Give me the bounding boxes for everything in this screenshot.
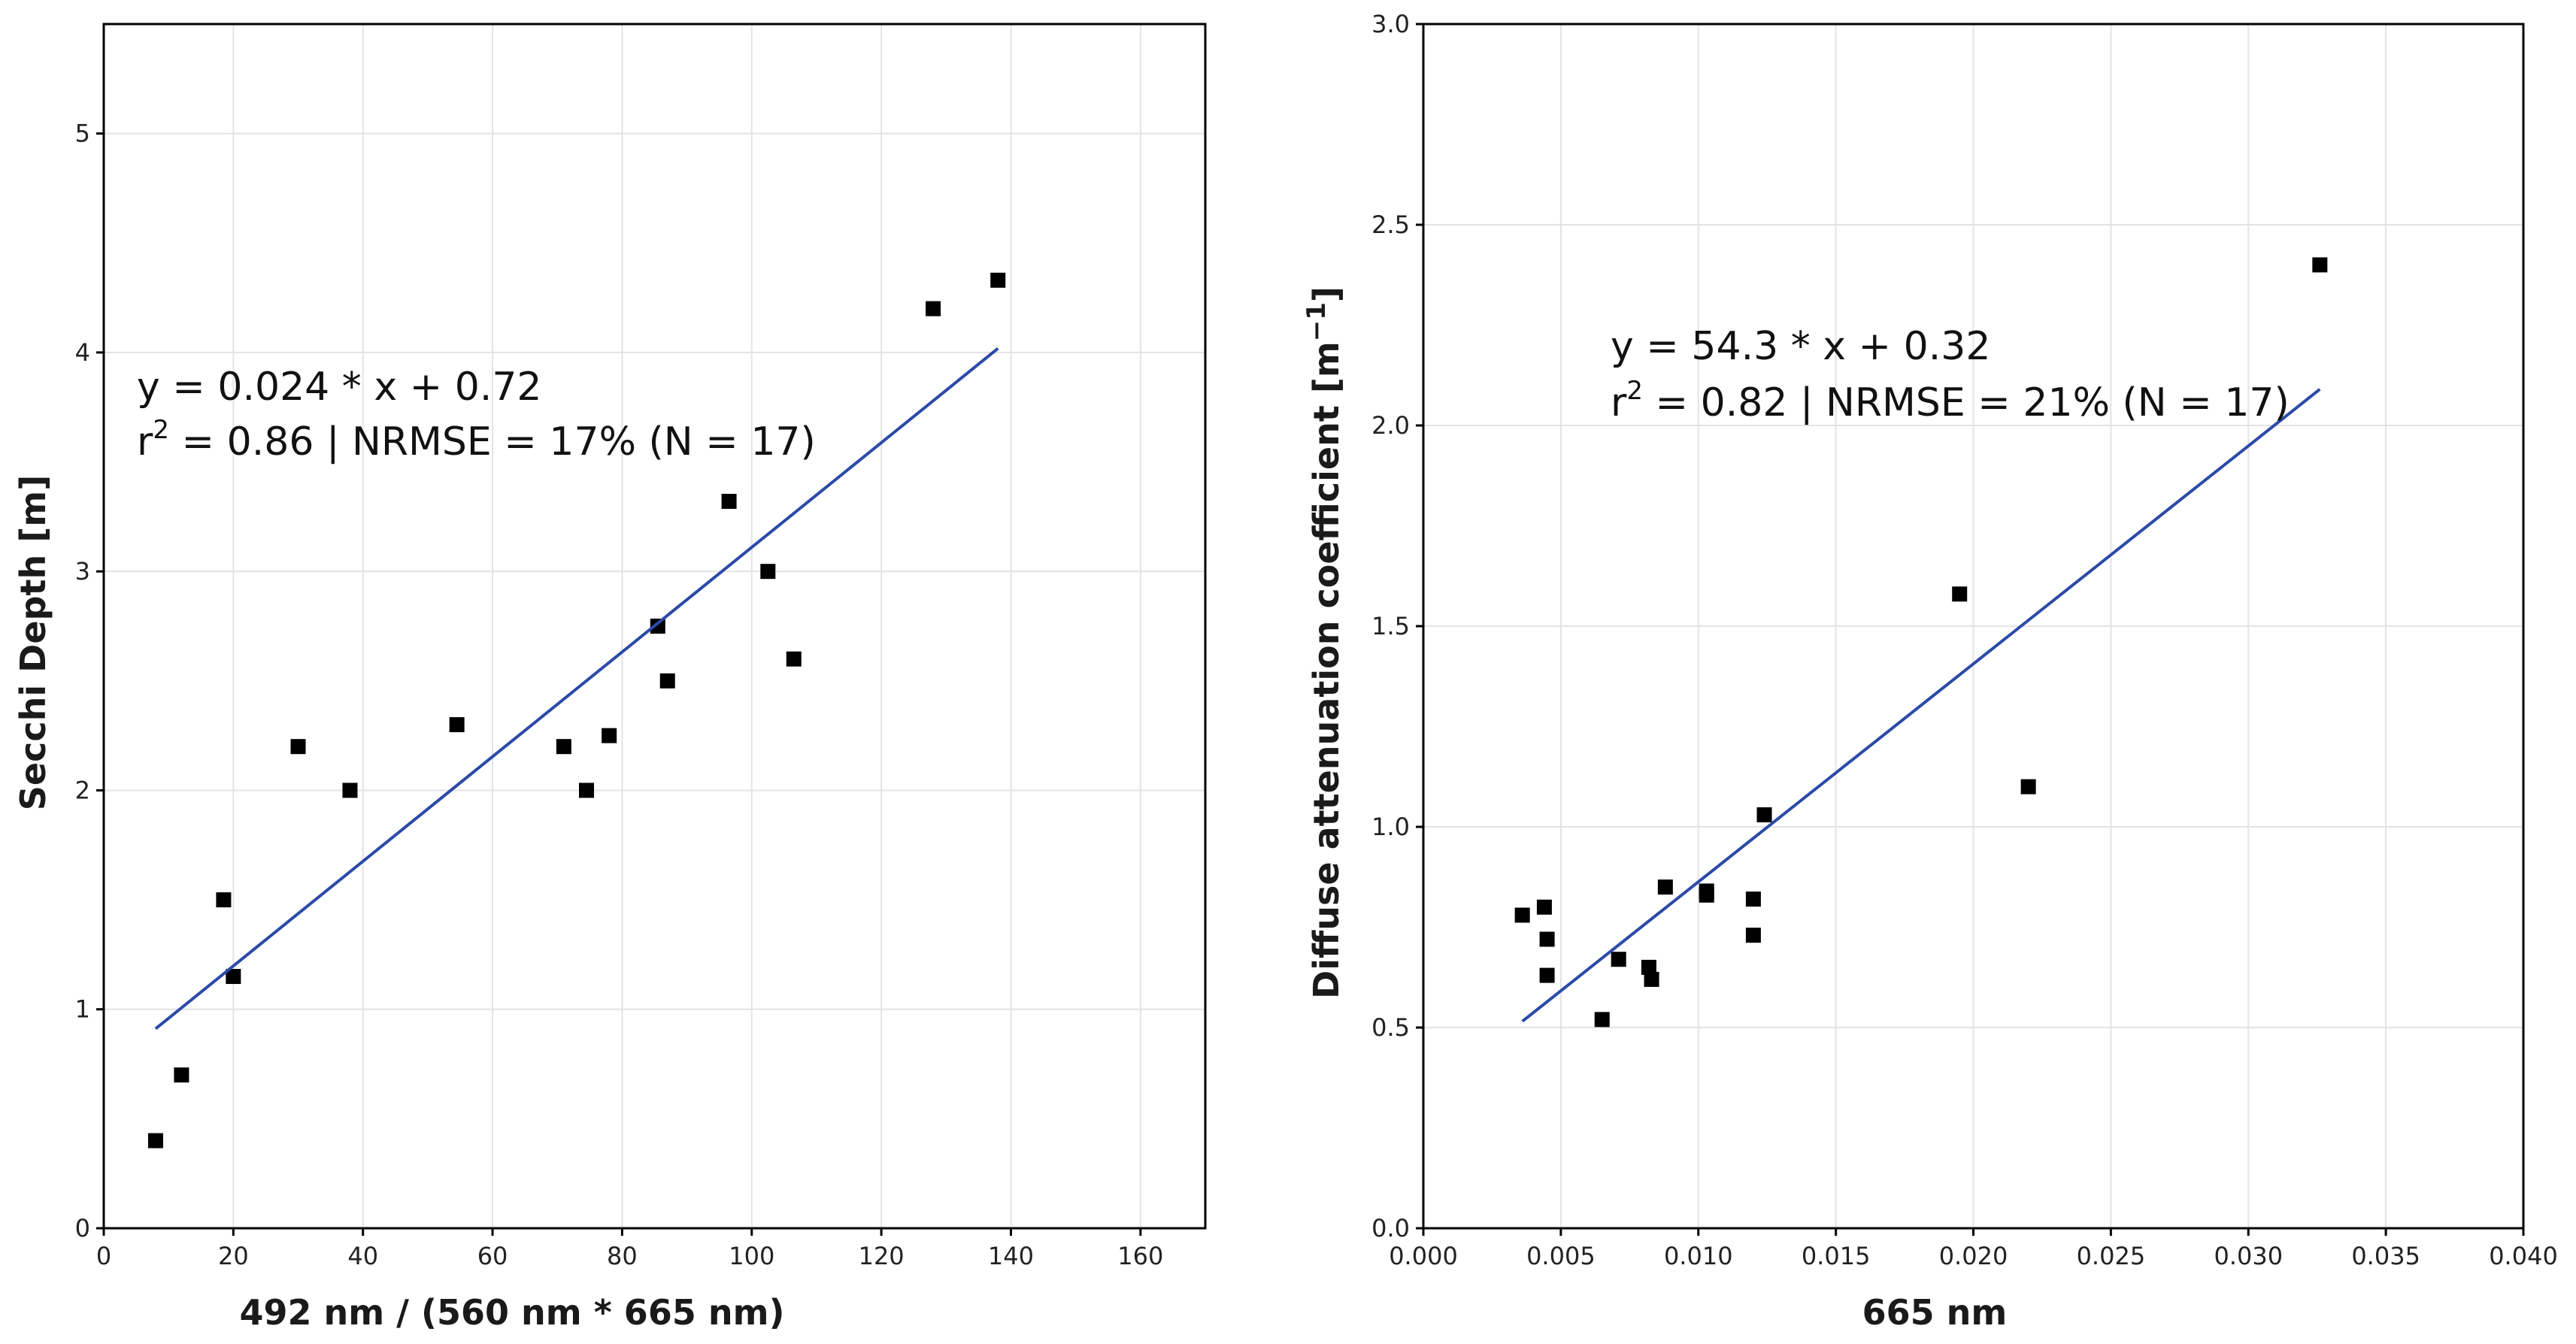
secchi-data-point: [579, 782, 595, 798]
secchi-x-tick-label: 20: [218, 1242, 249, 1270]
secchi-r-symbol: r: [137, 419, 153, 465]
secchi-stats-text: = 0.86 | NRMSE = 17% (N = 17): [169, 419, 816, 465]
attenuation-r-exponent: 2: [1626, 376, 1643, 406]
secchi-x-tick-label: 40: [347, 1242, 378, 1270]
attenuation-plot-points: [1514, 257, 2328, 1028]
attenuation-regression-line: [1521, 388, 2321, 1023]
secchi-y-tick-label: 2: [75, 776, 90, 804]
secchi-x-tick-label: 100: [729, 1242, 774, 1270]
secchi-regression-line: [154, 347, 999, 1031]
attenuation-data-point: [1611, 952, 1626, 967]
secchi-data-point: [990, 272, 1006, 288]
secchi-depth-plot: 0 20 40 60 80 100 120 140 160 0 1 2 3 4 5 492 nm / (56…: [13, 23, 1207, 1333]
secchi-data-point: [290, 739, 306, 755]
secchi-r-exponent: 2: [153, 415, 169, 445]
secchi-data-point: [650, 619, 665, 634]
attenuation-data-point: [1594, 1012, 1610, 1028]
secchi-y-tick-label: 3: [75, 557, 90, 586]
secchi-data-point: [659, 673, 675, 689]
attenuation-y-label-exponent: −1: [1302, 302, 1332, 341]
attenuation-data-point: [1644, 971, 1659, 987]
attenuation-data-point: [1539, 931, 1555, 947]
secchi-y-tick-label: 1: [75, 995, 90, 1024]
attenuation-stats-text: = 0.82 | NRMSE = 21% (N = 17): [1643, 380, 2290, 425]
attenuation-y-tick-label: 3.0: [1371, 10, 1410, 38]
secchi-x-axis-label: 492 nm / (560 nm * 665 nm): [239, 1292, 784, 1333]
secchi-plot-grid: [103, 24, 1205, 1229]
secchi-data-point: [760, 564, 776, 580]
attenuation-y-axis-label: Diffuse attenuation coefficient [m−1]: [1302, 286, 1347, 999]
secchi-plot-fit: [154, 347, 999, 1031]
secchi-data-point: [449, 717, 465, 733]
attenuation-plot-fit: [1521, 388, 2321, 1023]
secchi-data-point: [602, 728, 617, 743]
secchi-data-point: [226, 969, 241, 985]
secchi-data-point: [786, 651, 802, 667]
attenuation-data-point: [1952, 586, 1968, 602]
secchi-data-point: [216, 892, 232, 908]
attenuation-x-axis-label: 665 nm: [1862, 1292, 2008, 1333]
secchi-x-tick-label: 80: [607, 1242, 638, 1270]
attenuation-fit-statistics: r2 = 0.82 | NRMSE = 21% (N = 17): [1611, 376, 2290, 425]
secchi-x-tick-label: 60: [477, 1242, 508, 1270]
secchi-plot-points: [147, 272, 1006, 1149]
attenuation-x-tick-label: 0.000: [1389, 1242, 1458, 1270]
attenuation-data-point: [1699, 887, 1714, 903]
secchi-fit-statistics: r2 = 0.86 | NRMSE = 17% (N = 17): [137, 415, 816, 465]
secchi-y-tick-label: 4: [75, 338, 90, 367]
attenuation-data-point: [1514, 907, 1530, 923]
secchi-x-tick-label: 140: [988, 1242, 1034, 1270]
secchi-x-tick-label: 160: [1117, 1242, 1163, 1270]
secchi-data-point: [174, 1067, 189, 1083]
attenuation-y-label-end: ]: [1306, 286, 1347, 302]
attenuation-data-point: [1641, 959, 1656, 975]
attenuation-r-symbol: r: [1611, 380, 1627, 425]
attenuation-data-point: [2312, 257, 2328, 273]
secchi-data-point: [926, 301, 941, 316]
attenuation-y-tick-label: 0.0: [1371, 1214, 1410, 1243]
attenuation-x-tick-label: 0.035: [2351, 1242, 2420, 1270]
attenuation-data-point: [1745, 891, 1761, 907]
attenuation-x-tick-label: 0.040: [2489, 1242, 2558, 1270]
secchi-data-point: [342, 782, 358, 798]
secchi-data-point: [556, 739, 571, 755]
attenuation-y-tick-label: 1.0: [1371, 813, 1410, 841]
attenuation-y-label-main: Diffuse attenuation coefficient [m: [1306, 341, 1347, 999]
secchi-data-point: [147, 1133, 163, 1149]
attenuation-x-tick-label: 0.020: [1939, 1242, 2008, 1270]
attenuation-x-tick-label: 0.025: [2077, 1242, 2146, 1270]
attenuation-coefficient-plot: 0.000 0.005 0.010 0.015 0.020 0.025 0.030 0.035…: [1302, 10, 2558, 1333]
secchi-y-axis-label: Secchi Depth [m]: [13, 475, 53, 810]
attenuation-data-point: [1539, 967, 1555, 983]
secchi-x-tick-label: 0: [96, 1242, 111, 1270]
attenuation-y-tick-label: 2.5: [1371, 210, 1410, 239]
attenuation-plot-ticks: 0.000 0.005 0.010 0.015 0.020 0.025 0.030 0.035…: [1371, 10, 2558, 1270]
attenuation-data-point: [1536, 899, 1552, 915]
attenuation-x-tick-label: 0.005: [1526, 1242, 1596, 1270]
attenuation-x-tick-label: 0.015: [1802, 1242, 1871, 1270]
attenuation-x-tick-label: 0.010: [1664, 1242, 1733, 1270]
secchi-y-tick-label: 5: [75, 120, 90, 148]
attenuation-y-tick-label: 2.0: [1371, 411, 1410, 440]
attenuation-y-tick-label: 0.5: [1371, 1013, 1410, 1042]
attenuation-data-point: [1756, 807, 1772, 822]
attenuation-data-point: [1657, 879, 1673, 895]
secchi-y-tick-label: 0: [75, 1214, 90, 1243]
attenuation-x-tick-label: 0.030: [2214, 1242, 2283, 1270]
secchi-x-tick-label: 120: [859, 1242, 905, 1270]
secchi-plot-ticks: 0 20 40 60 80 100 120 140 160 0 1 2 3 4 5: [75, 120, 1164, 1270]
attenuation-data-point: [1745, 928, 1761, 943]
attenuation-data-point: [2020, 779, 2036, 795]
attenuation-y-tick-label: 1.5: [1371, 612, 1410, 640]
secchi-plot-frame: [102, 23, 1207, 1230]
secchi-data-point: [721, 493, 737, 509]
attenuation-fit-equation: y = 54.3 * x + 0.32: [1611, 324, 1990, 369]
secchi-fit-equation: y = 0.024 * x + 0.72: [137, 365, 542, 410]
